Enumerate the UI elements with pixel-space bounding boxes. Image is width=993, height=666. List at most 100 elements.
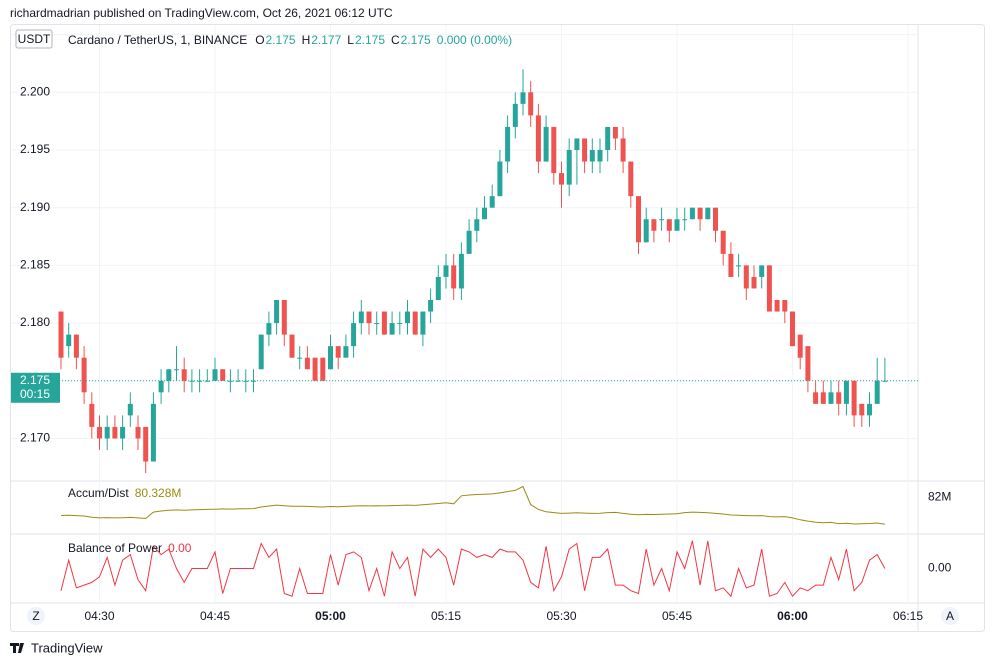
candle-body xyxy=(212,369,218,381)
candle-body xyxy=(405,311,410,324)
candle-body xyxy=(466,230,472,254)
candle-body xyxy=(697,207,703,220)
brand: TradingView xyxy=(31,640,103,655)
y-tick-label: 2.195 xyxy=(20,142,50,156)
candle-body xyxy=(705,207,711,220)
chart-frame xyxy=(10,24,985,632)
candle-body xyxy=(158,380,164,393)
candle-body xyxy=(281,300,287,335)
candle-body xyxy=(797,334,803,358)
indicator-name: Accum/Dist xyxy=(68,486,129,500)
candle-body xyxy=(474,219,480,231)
candle-body xyxy=(266,323,272,335)
ohlc-key: H xyxy=(302,33,311,47)
candle-body xyxy=(620,138,626,162)
candle-body xyxy=(374,323,380,325)
x-tick-label: 05:00 xyxy=(315,609,346,623)
candle-body xyxy=(428,300,434,312)
published-line: richardmadrian published on TradingView.… xyxy=(10,6,393,20)
candle-body xyxy=(574,138,580,150)
ohlc-key: L xyxy=(347,33,354,47)
candle-body xyxy=(351,323,357,347)
candle-body xyxy=(220,369,226,381)
candle-body xyxy=(312,357,318,381)
candle-body xyxy=(589,150,595,162)
candle-body xyxy=(582,138,588,162)
candle-body xyxy=(689,207,695,220)
candle-body xyxy=(720,230,726,254)
quote: USDT xyxy=(18,32,51,46)
candle-body xyxy=(328,346,333,370)
candle-body xyxy=(505,126,511,162)
candle-body xyxy=(597,150,603,162)
candle-body xyxy=(81,357,87,393)
candle-body xyxy=(759,265,765,277)
candle-body xyxy=(89,403,95,427)
button[interactable] xyxy=(941,607,959,625)
candle-body xyxy=(713,207,718,231)
candle-body xyxy=(520,92,526,104)
grid xyxy=(11,25,918,603)
y-tick-label: 2.190 xyxy=(20,200,50,214)
candle-body xyxy=(782,300,788,312)
candle-body xyxy=(104,426,110,439)
candle-body xyxy=(751,276,757,289)
candle-body xyxy=(805,346,811,381)
indicator-value: 80.328M xyxy=(135,486,182,500)
quote-box xyxy=(15,29,53,49)
button-label[interactable]: Z xyxy=(32,609,39,623)
candle-body xyxy=(612,126,618,139)
change: 0.000 (0.00%) xyxy=(437,33,512,47)
candle-body xyxy=(335,346,341,358)
candle-body xyxy=(135,426,141,439)
candle-body xyxy=(774,300,780,312)
candle-body xyxy=(420,311,426,335)
ohlc-value: 2.175 xyxy=(401,33,431,47)
x-tick-label: 04:45 xyxy=(200,609,230,623)
indicator-value: 0.00 xyxy=(168,541,192,555)
brand-logo xyxy=(10,643,24,653)
candle-body xyxy=(443,265,449,277)
candle-body xyxy=(843,380,849,404)
candle-body xyxy=(528,92,534,116)
candle-body xyxy=(381,311,387,335)
candle-body xyxy=(666,219,672,231)
pane-tick-label: 0.00 xyxy=(928,561,952,575)
candle-body xyxy=(482,207,487,220)
ohlc-key: C xyxy=(391,33,400,47)
candle-body xyxy=(489,196,495,208)
button-label[interactable]: A xyxy=(946,609,954,623)
countdown: 00:15 xyxy=(20,387,50,401)
candle-body xyxy=(274,300,280,324)
candle-body xyxy=(389,323,395,335)
candle-body xyxy=(343,346,349,358)
candle-body xyxy=(535,115,541,162)
candle-body xyxy=(112,426,118,439)
candle-body xyxy=(120,426,126,439)
last-price-box xyxy=(11,372,60,403)
candle-body xyxy=(166,369,172,381)
candle-body xyxy=(435,276,441,300)
candle-body xyxy=(366,311,372,324)
x-tick-label: 05:15 xyxy=(431,609,461,623)
candle-body xyxy=(143,426,149,462)
candle-body xyxy=(97,426,102,439)
y-tick-label: 2.200 xyxy=(20,84,50,98)
candle-body xyxy=(251,380,256,382)
x-tick-label: 05:30 xyxy=(546,609,576,623)
candle-body xyxy=(682,219,688,221)
y-tick-label: 2.185 xyxy=(20,258,50,272)
button[interactable] xyxy=(27,607,45,625)
candle-body xyxy=(605,126,611,150)
y-tick-label: 2.170 xyxy=(20,431,50,445)
candle-body xyxy=(66,334,72,347)
candle-body xyxy=(766,265,772,312)
candle-body xyxy=(304,357,310,370)
candle-body xyxy=(543,126,549,162)
candle-body xyxy=(859,403,865,416)
candle-body xyxy=(258,334,264,370)
candle-body xyxy=(674,219,680,231)
candle-body xyxy=(636,196,641,243)
